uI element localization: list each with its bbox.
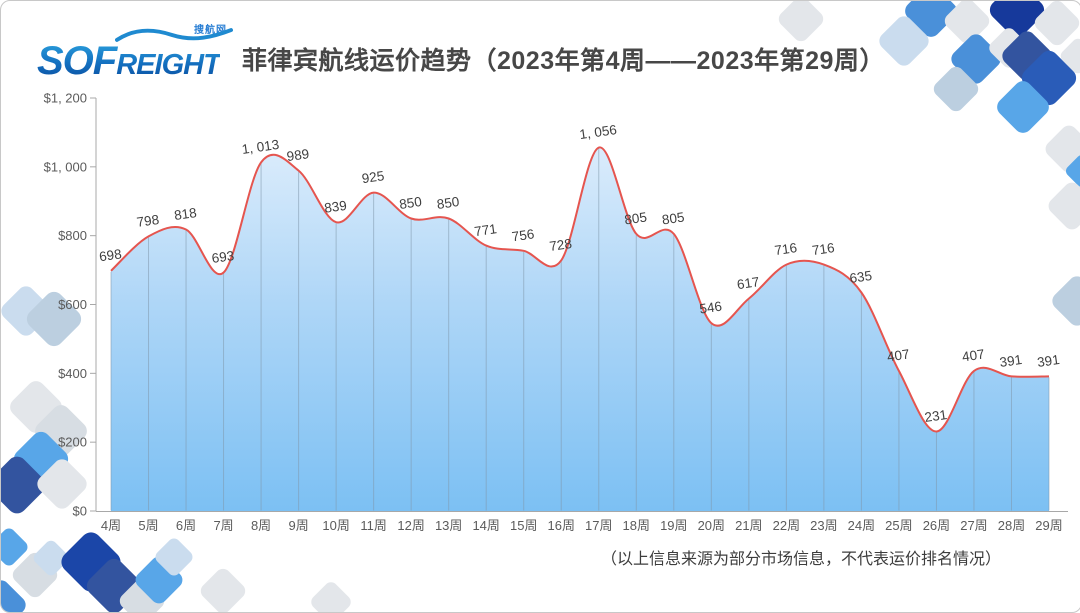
svg-text:839: 839 (323, 198, 347, 216)
svg-text:818: 818 (173, 205, 197, 223)
svg-text:391: 391 (999, 352, 1023, 370)
svg-text:756: 756 (511, 226, 535, 244)
svg-text:29周: 29周 (1035, 518, 1062, 533)
svg-text:17周: 17周 (585, 518, 612, 533)
svg-text:28周: 28周 (998, 518, 1025, 533)
svg-text:15周: 15周 (510, 518, 537, 533)
svg-text:$1, 000: $1, 000 (44, 159, 87, 174)
logo-text-reight: REIGHT (116, 49, 220, 81)
svg-text:21周: 21周 (735, 518, 762, 533)
svg-text:805: 805 (661, 209, 685, 227)
svg-text:716: 716 (811, 240, 835, 258)
svg-text:$600: $600 (58, 297, 87, 312)
svg-text:771: 771 (473, 221, 497, 239)
svg-text:19周: 19周 (660, 518, 687, 533)
svg-text:805: 805 (623, 209, 647, 227)
svg-text:4周: 4周 (101, 518, 121, 533)
svg-text:698: 698 (98, 246, 122, 264)
svg-text:798: 798 (136, 212, 160, 230)
svg-text:$1, 200: $1, 200 (44, 91, 87, 106)
svg-text:407: 407 (886, 346, 910, 364)
svg-text:9周: 9周 (288, 518, 308, 533)
svg-text:16周: 16周 (548, 518, 575, 533)
footnote-disclaimer: （以上信息来源为部分市场信息，不代表运价排名情况） (600, 551, 1001, 568)
svg-text:850: 850 (436, 194, 460, 212)
svg-text:14周: 14周 (472, 518, 499, 533)
logo-text-sof: SOF (37, 39, 117, 83)
svg-text:1, 056: 1, 056 (578, 122, 617, 142)
svg-text:23周: 23周 (810, 518, 837, 533)
svg-text:5周: 5周 (138, 518, 158, 533)
svg-text:546: 546 (698, 299, 722, 317)
svg-text:24周: 24周 (848, 518, 875, 533)
svg-text:$400: $400 (58, 366, 87, 381)
svg-text:693: 693 (211, 248, 235, 266)
svg-text:$200: $200 (58, 435, 87, 450)
svg-text:850: 850 (398, 194, 422, 212)
svg-text:391: 391 (1036, 352, 1060, 370)
svg-text:728: 728 (548, 236, 572, 254)
svg-text:716: 716 (774, 240, 798, 258)
svg-text:20周: 20周 (698, 518, 725, 533)
svg-text:18周: 18周 (623, 518, 650, 533)
page-title: 菲律宾航线运价趋势（2023年第4周——2023年第29周） (242, 47, 885, 75)
svg-text:407: 407 (961, 346, 985, 364)
svg-text:8周: 8周 (251, 518, 271, 533)
svg-text:25周: 25周 (885, 518, 912, 533)
svg-text:$800: $800 (58, 228, 87, 243)
svg-text:617: 617 (736, 274, 760, 292)
sofreight-logo: 搜航网 SOFREIGHT (37, 21, 237, 83)
svg-text:10周: 10周 (322, 518, 349, 533)
svg-text:1, 013: 1, 013 (241, 137, 280, 157)
svg-text:6周: 6周 (176, 518, 196, 533)
svg-text:$0: $0 (73, 504, 87, 519)
logo-tagline: 搜航网 (194, 25, 227, 36)
svg-text:26周: 26周 (923, 518, 950, 533)
svg-text:635: 635 (849, 268, 873, 286)
svg-text:27周: 27周 (960, 518, 987, 533)
logo-wordmark: SOFREIGHT (37, 41, 220, 81)
svg-text:925: 925 (361, 168, 385, 186)
svg-text:7周: 7周 (213, 518, 233, 533)
logo-wave-icon (115, 28, 233, 42)
svg-text:11周: 11周 (360, 518, 387, 533)
svg-text:12周: 12周 (397, 518, 424, 533)
svg-text:22周: 22周 (773, 518, 800, 533)
svg-text:231: 231 (924, 407, 948, 425)
svg-text:989: 989 (286, 146, 310, 164)
svg-text:13周: 13周 (435, 518, 462, 533)
